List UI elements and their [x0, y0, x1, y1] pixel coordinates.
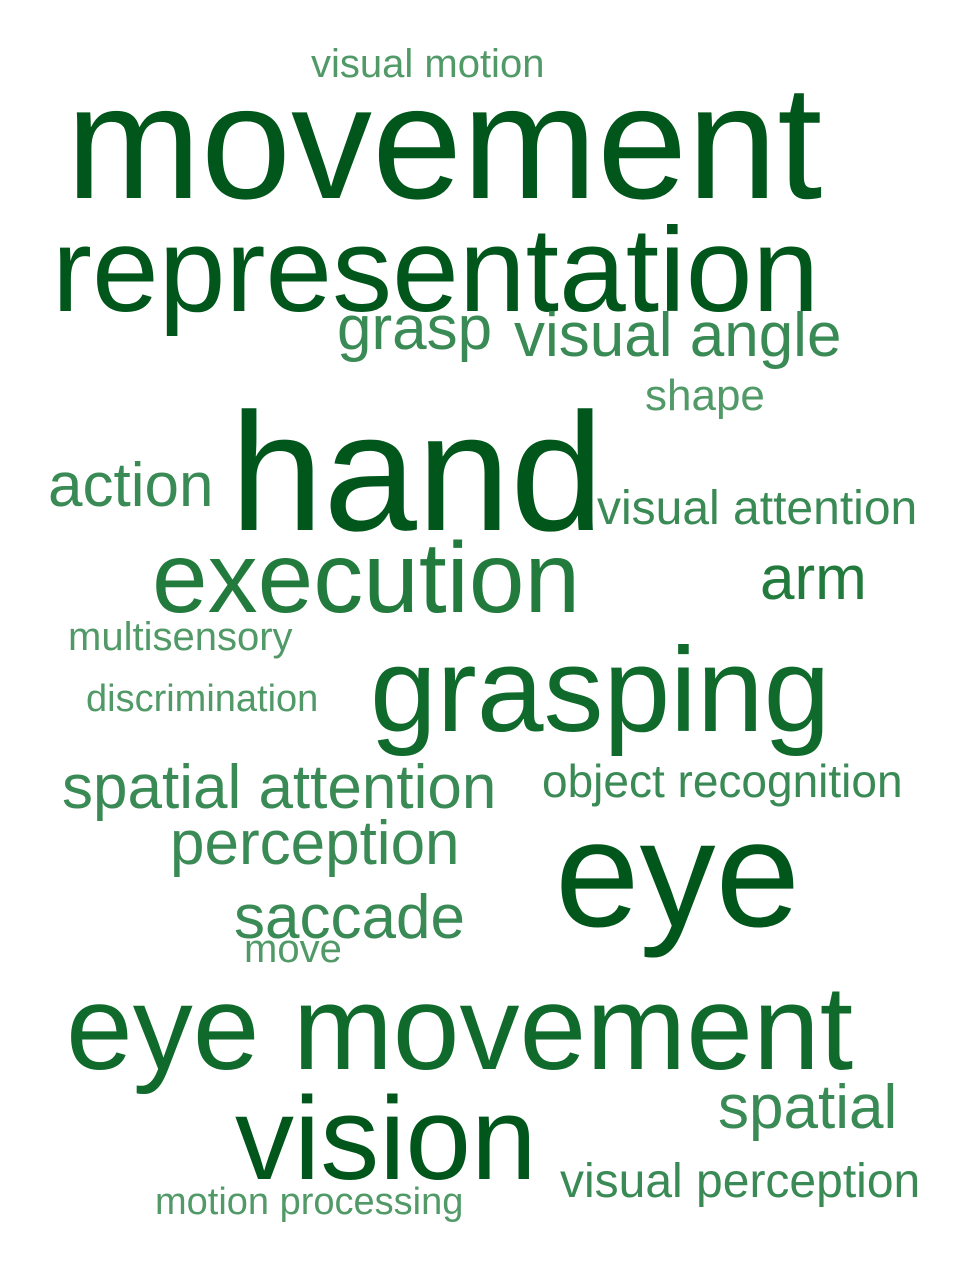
word-grasping: grasping [370, 623, 831, 757]
word-motion-processing: motion processing [155, 1181, 464, 1223]
word-spatial: spatial [718, 1073, 898, 1142]
word-spatial-attention: spatial attention [62, 753, 497, 822]
word-arm: arm [760, 544, 867, 613]
word-visual-motion: visual motion [311, 42, 545, 86]
word-move: move [244, 927, 342, 971]
word-eye-movement: eye movement [66, 961, 854, 1095]
word-vision: vision [235, 1073, 537, 1205]
word-hand: hand [230, 378, 604, 566]
word-visual-attention: visual attention [597, 482, 918, 535]
word-representation: representation [52, 203, 820, 337]
word-visual-angle: visual angle [514, 301, 842, 370]
word-object-recognition: object recognition [542, 755, 903, 807]
word-perception: perception [170, 809, 460, 878]
word-eye: eye [555, 789, 801, 959]
word-execution: execution [152, 522, 581, 634]
word-visual-perception: visual perception [560, 1155, 921, 1208]
word-grasp: grasp [337, 294, 493, 363]
word-movement: movement [66, 52, 823, 233]
word-discrimination: discrimination [86, 678, 319, 720]
word-shape: shape [645, 371, 765, 420]
word-action: action [48, 451, 214, 520]
word-saccade: saccade [234, 883, 465, 952]
word-multisensory: multisensory [68, 615, 293, 659]
